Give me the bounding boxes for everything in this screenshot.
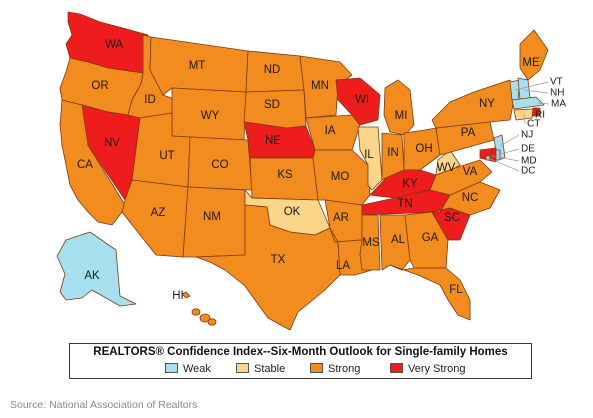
state-label-mo: MO bbox=[331, 171, 350, 183]
state-label-nc: NC bbox=[462, 192, 479, 204]
state-label-de: DE bbox=[521, 144, 535, 155]
state-label-nh: NH bbox=[550, 88, 564, 99]
state-label-il: IL bbox=[364, 149, 374, 161]
legend-title: REALTORS® Confidence Index--Six-Month Ou… bbox=[93, 346, 508, 358]
state-label-md: MD bbox=[521, 156, 537, 167]
state-label-tx: TX bbox=[271, 254, 286, 266]
legend-swatch-very-strong bbox=[390, 363, 403, 373]
state-label-wi: WI bbox=[355, 94, 369, 106]
state-label-nm: NM bbox=[203, 211, 221, 223]
state-label-oh: OH bbox=[415, 143, 432, 155]
state-hi bbox=[181, 291, 191, 299]
legend-swatch-weak bbox=[165, 363, 178, 373]
leader-line-dc bbox=[487, 157, 520, 172]
state-me bbox=[519, 29, 549, 81]
state-label-ny: NY bbox=[479, 98, 495, 110]
state-label-nj: NJ bbox=[521, 130, 533, 141]
state-ms bbox=[359, 214, 381, 271]
legend-item-strong: Strong bbox=[310, 363, 360, 375]
state-label-me: ME bbox=[522, 57, 540, 69]
leader-line-ma bbox=[537, 102, 550, 105]
state-label-wa: WA bbox=[105, 39, 123, 51]
state-hi-island bbox=[191, 308, 201, 316]
legend-label-weak: Weak bbox=[183, 363, 211, 375]
state-label-sc: SC bbox=[444, 212, 460, 224]
state-label-or: OR bbox=[91, 80, 108, 92]
state-ri bbox=[532, 107, 541, 117]
state-label-id: ID bbox=[144, 94, 156, 106]
state-tx bbox=[195, 204, 341, 331]
state-label-mn: MN bbox=[311, 80, 329, 92]
leader-line-ct bbox=[523, 113, 526, 125]
state-wv bbox=[435, 149, 461, 176]
state-label-ky: KY bbox=[402, 178, 418, 190]
state-label-fl: FL bbox=[449, 284, 463, 296]
us-map: WA OR CA NV ID MT WY UT AZ CO NM ND SD NE KS OK TX MN IA MO… bbox=[56, 11, 566, 331]
state-label-nv: NV bbox=[104, 137, 120, 149]
state-label-la: LA bbox=[336, 260, 350, 272]
state-hi-island bbox=[207, 318, 217, 326]
state-il bbox=[357, 126, 383, 191]
state-mi bbox=[383, 79, 415, 136]
state-label-ne: NE bbox=[265, 135, 281, 147]
legend: REALTORS® Confidence Index--Six-Month Ou… bbox=[69, 343, 532, 379]
state-label-ms: MS bbox=[362, 237, 380, 249]
state-label-ut: UT bbox=[159, 150, 174, 162]
state-ak bbox=[56, 231, 137, 307]
state-label-co: CO bbox=[211, 159, 228, 171]
legend-label-strong: Strong bbox=[328, 363, 361, 375]
state-label-hi: HI bbox=[172, 290, 184, 302]
state-label-ga: GA bbox=[422, 232, 439, 244]
legend-item-very-strong: Very Strong bbox=[390, 363, 465, 375]
state-label-mi: MI bbox=[395, 110, 408, 122]
state-wi bbox=[335, 77, 381, 126]
leader-line-vt bbox=[514, 81, 549, 91]
state-label-ca: CA bbox=[77, 159, 93, 171]
legend-item-stable: Stable bbox=[236, 363, 285, 375]
state-label-sd: SD bbox=[264, 99, 280, 111]
state-fl bbox=[389, 264, 471, 321]
state-label-ct: CT bbox=[527, 119, 540, 130]
state-label-dc: DC bbox=[521, 166, 535, 177]
legend-item-weak: Weak bbox=[165, 363, 211, 375]
state-label-ks: KS bbox=[277, 169, 293, 181]
source-note: Source: National Association of Realtors bbox=[10, 399, 198, 411]
state-ma bbox=[511, 96, 545, 110]
state-label-tn: TN bbox=[397, 198, 412, 210]
legend-label-stable: Stable bbox=[254, 363, 286, 375]
state-label-ri: RI bbox=[535, 110, 545, 121]
leader-line-nh bbox=[523, 89, 549, 94]
leader-line-nj bbox=[499, 134, 520, 147]
state-ct bbox=[513, 108, 534, 121]
state-label-vt: VT bbox=[550, 77, 563, 88]
state-label-in: IN bbox=[387, 147, 399, 159]
state-ia bbox=[305, 114, 361, 151]
state-label-va: VA bbox=[463, 166, 478, 178]
state-label-ar: AR bbox=[333, 212, 349, 224]
state-label-az: AZ bbox=[151, 207, 166, 219]
leader-line-md bbox=[491, 155, 520, 162]
state-label-nd: ND bbox=[264, 64, 281, 76]
state-mn bbox=[299, 55, 353, 119]
state-md bbox=[479, 147, 497, 163]
state-label-pa: PA bbox=[461, 127, 476, 139]
leader-line-de bbox=[496, 148, 520, 156]
state-label-al: AL bbox=[391, 234, 406, 246]
state-label-ma: MA bbox=[551, 99, 566, 110]
state-label-ia: IA bbox=[325, 125, 336, 137]
legend-swatch-stable bbox=[236, 363, 249, 373]
legend-label-very-strong: Very Strong bbox=[408, 363, 466, 375]
state-label-wv: WV bbox=[437, 162, 456, 174]
state-hi-island bbox=[199, 313, 211, 323]
state-label-ak: AK bbox=[84, 270, 100, 282]
state-ny bbox=[431, 79, 515, 129]
state-label-mt: MT bbox=[189, 60, 206, 72]
legend-swatch-strong bbox=[310, 363, 323, 373]
state-label-wy: WY bbox=[201, 110, 220, 122]
state-label-ok: OK bbox=[284, 206, 301, 218]
